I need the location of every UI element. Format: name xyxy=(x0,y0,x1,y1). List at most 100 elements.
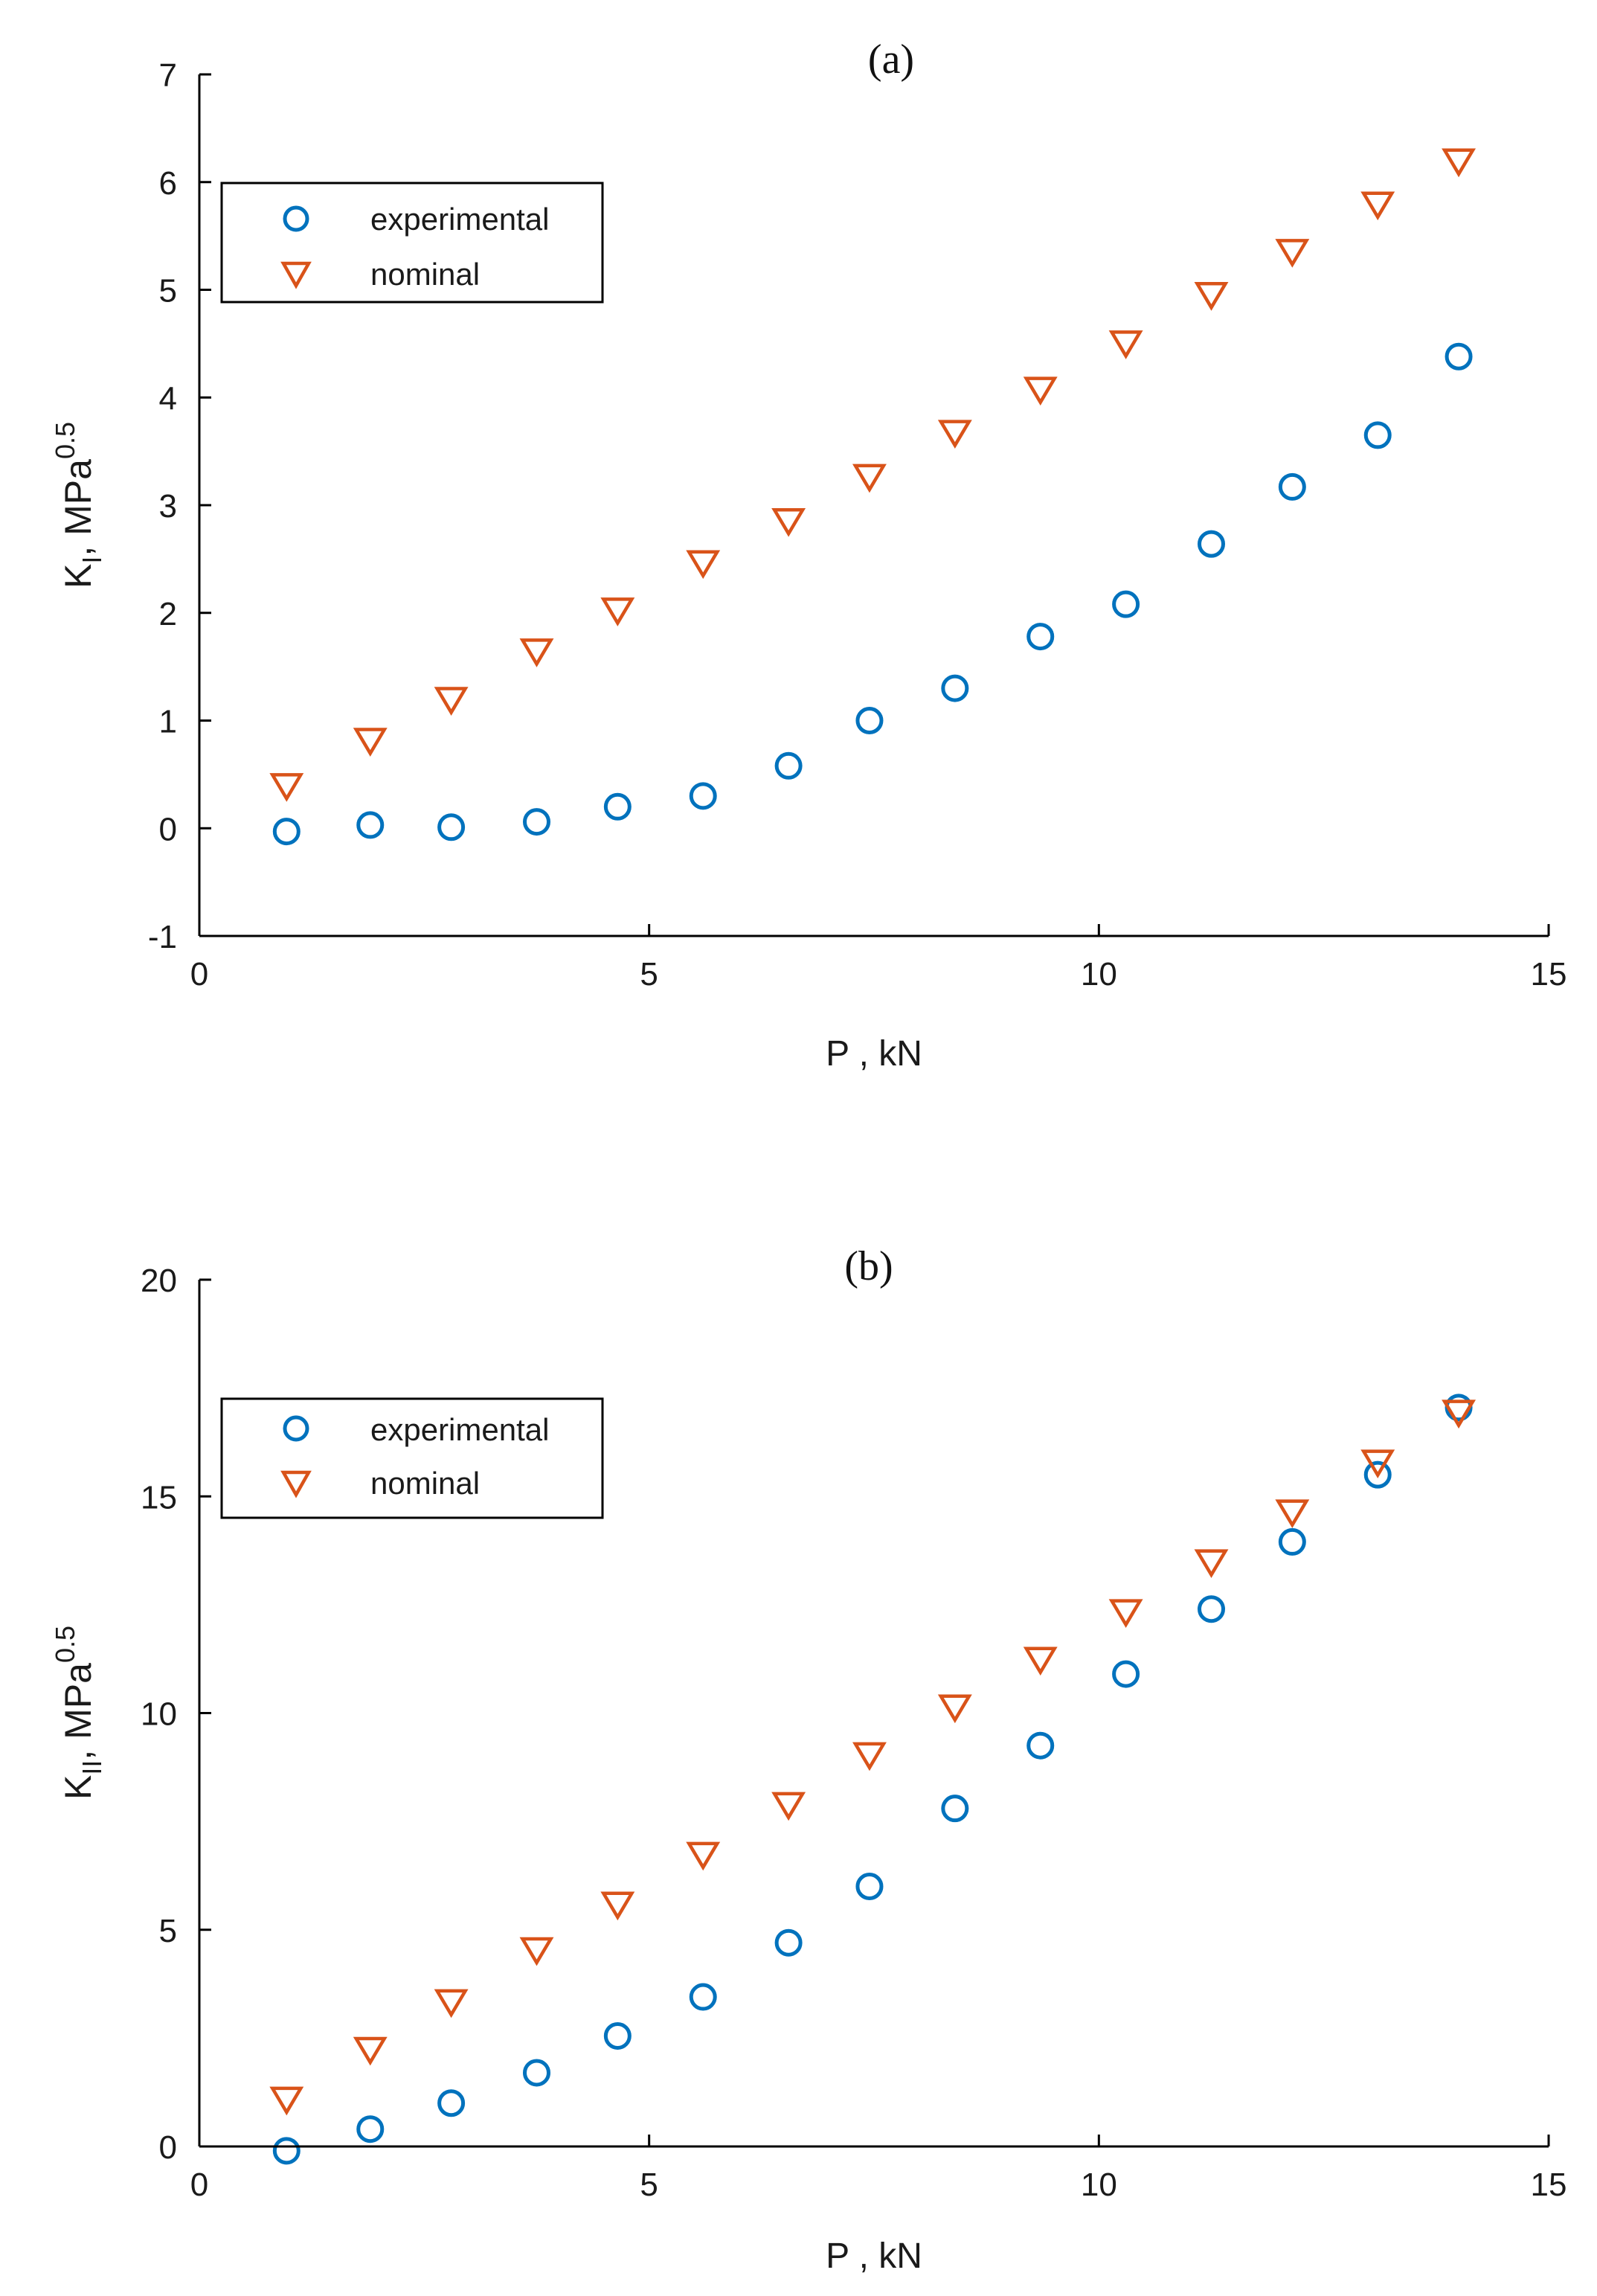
panel-b-legend-nominal-label: nominal xyxy=(370,1466,480,1501)
panel-b-nominal-point xyxy=(1108,1599,1143,1629)
panel-b-x-tick-label: 10 xyxy=(1081,2167,1117,2203)
panel-b-nominal-point xyxy=(937,1694,972,1724)
panel-a-experimental-point xyxy=(523,808,550,836)
panel-b-experimental-point xyxy=(1278,1527,1306,1556)
panel-a-nominal-point xyxy=(600,597,635,626)
panel-a-experimental-point xyxy=(603,792,632,821)
panel-b-title: (b) xyxy=(844,1243,893,1289)
panel-a-experimental-point xyxy=(689,782,717,810)
panel-a-experimental-point xyxy=(774,751,803,780)
panel-a-experimental-point xyxy=(1445,342,1473,371)
panel-b-y-label-main: K xyxy=(57,1775,99,1800)
panel-b-x-tick-label: 5 xyxy=(640,2167,658,2203)
panel-a-y-label-superscript: 0.5 xyxy=(50,422,80,459)
panel-a-nominal-point xyxy=(269,773,304,802)
panel-a-nominal-point xyxy=(1108,330,1143,359)
panel-b-experimental-point xyxy=(1112,1660,1140,1688)
panel-b-experimental-point xyxy=(272,2137,301,2165)
panel-a-nominal-point xyxy=(519,638,554,667)
panel-b-legend-experimental-marker xyxy=(283,1415,309,1442)
panel-a-nominal-point xyxy=(937,420,972,449)
panel-b-nominal-point xyxy=(686,1841,721,1871)
panel-a-y-tick-label: 1 xyxy=(159,704,177,740)
panel-b-nominal-point xyxy=(1360,1449,1395,1479)
panel-a-y-tick-label: -1 xyxy=(148,919,177,955)
panel-b-nominal-point xyxy=(771,1792,806,1821)
panel-b-experimental-point xyxy=(1445,1394,1473,1422)
panel-b-nominal-point xyxy=(1023,1646,1058,1676)
panel-b-y-tick-label: 20 xyxy=(141,1263,177,1299)
panel-a-nominal-point xyxy=(434,687,469,716)
panel-b-experimental-point xyxy=(774,1928,803,1957)
panel-a-experimental-point xyxy=(1112,590,1140,618)
panel-a-legend-box xyxy=(220,182,604,304)
panel-b-y-tick-label: 5 xyxy=(159,1913,177,1949)
panel-b-experimental-point xyxy=(1363,1460,1392,1489)
panel-a-y-tick-label: 3 xyxy=(159,488,177,525)
panel-b-nominal-point xyxy=(1194,1549,1229,1579)
panel-b-y-label-subscript: II xyxy=(77,1760,107,1775)
panel-b-nominal-point xyxy=(852,1742,887,1771)
panel-a-experimental-point xyxy=(1198,530,1225,558)
panel-a-y-label-subscript: I xyxy=(77,557,107,564)
panel-a-legend-experimental-marker xyxy=(283,205,309,232)
panel-a-x-tick-label: 10 xyxy=(1081,956,1117,993)
panel-a-title: (a) xyxy=(868,36,914,83)
panel-a-experimental-point xyxy=(941,674,969,702)
panel-b-experimental-point xyxy=(1198,1595,1225,1623)
panel-a-x-tick-label: 5 xyxy=(640,956,658,993)
panel-a-data-marks xyxy=(269,148,1476,846)
panel-a-experimental-point xyxy=(356,811,385,839)
panel-b-experimental-point xyxy=(603,2021,632,2050)
panel-a-experimental-point xyxy=(1278,472,1306,501)
panel-a-nominal-point xyxy=(852,464,887,493)
panel-b-y-label-superscript: 0.5 xyxy=(50,1626,80,1663)
panel-b-experimental-point xyxy=(941,1795,969,1823)
panel-a: (a) 0 5 10 15 -1 0 1 2 3 4 5 6 7 P , kN KI, MPa0.5 e… xyxy=(50,36,1567,1074)
panel-a-nominal-point xyxy=(1275,239,1310,268)
panel-b-experimental-point xyxy=(523,2059,550,2087)
panel-b-y-tick-label: 10 xyxy=(141,1696,177,1733)
panel-b-nominal-point xyxy=(434,1989,469,2018)
panel-a-y-tick-label: 0 xyxy=(159,811,177,847)
panel-a-y-label-unit: , MPa xyxy=(57,459,99,557)
panel-a-legend: experimental nominal xyxy=(220,182,604,304)
panel-b-nominal-point xyxy=(1275,1499,1310,1529)
panel-a-nominal-point xyxy=(771,508,806,537)
panel-b-nominal-point xyxy=(519,1937,554,1966)
panel-b-y-label-unit: , MPa xyxy=(57,1663,99,1760)
panel-b-nominal-point xyxy=(1442,1399,1476,1429)
panel-b: (b) 0 5 10 15 0 5 10 15 20 P , kN KII, MPa0.5 ex… xyxy=(50,1243,1567,2276)
panel-a-nominal-point xyxy=(1442,148,1476,178)
panel-a-experimental-point xyxy=(272,818,301,846)
panel-a-nominal-point xyxy=(1023,376,1058,406)
panel-a-x-axis-label: P , kN xyxy=(826,1034,922,1074)
panel-b-experimental-point xyxy=(855,1873,884,1900)
panel-a-experimental-point xyxy=(855,707,884,734)
panel-a-nominal-point xyxy=(686,550,721,580)
panel-a-nominal-point xyxy=(1360,191,1395,221)
panel-b-legend-nominal-marker xyxy=(280,1470,312,1498)
panel-b-y-tick-label: 0 xyxy=(159,2129,177,2166)
panel-b-legend: experimental nominal xyxy=(220,1397,604,1519)
panel-b-nominal-point xyxy=(353,2036,388,2066)
panel-b-experimental-point xyxy=(356,2115,385,2143)
panel-a-y-tick-label: 6 xyxy=(159,165,177,202)
panel-a-nominal-point xyxy=(1194,282,1229,311)
panel-a-y-tick-label: 5 xyxy=(159,273,177,310)
panel-a-legend-nominal-label: nominal xyxy=(370,257,480,292)
panel-a-y-tick-label: 2 xyxy=(159,596,177,632)
panel-a-legend-experimental-label: experimental xyxy=(370,202,549,237)
panel-a-ticks: 0 5 10 15 -1 0 1 2 3 4 5 6 7 xyxy=(148,57,1567,993)
panel-b-legend-box xyxy=(220,1397,604,1519)
panel-b-nominal-point xyxy=(269,2086,304,2116)
panel-a-experimental-point xyxy=(437,813,466,841)
panel-b-experimental-point xyxy=(437,2089,466,2117)
panel-b-ticks: 0 5 10 15 0 5 10 15 20 xyxy=(141,1263,1567,2203)
panel-b-x-tick-label: 15 xyxy=(1531,2167,1567,2203)
panel-a-nominal-point xyxy=(353,728,388,757)
panel-b-y-axis-label: KII, MPa0.5 xyxy=(50,1626,107,1800)
panel-a-y-label-main: K xyxy=(57,564,99,589)
panel-a-x-tick-label: 0 xyxy=(190,956,208,993)
